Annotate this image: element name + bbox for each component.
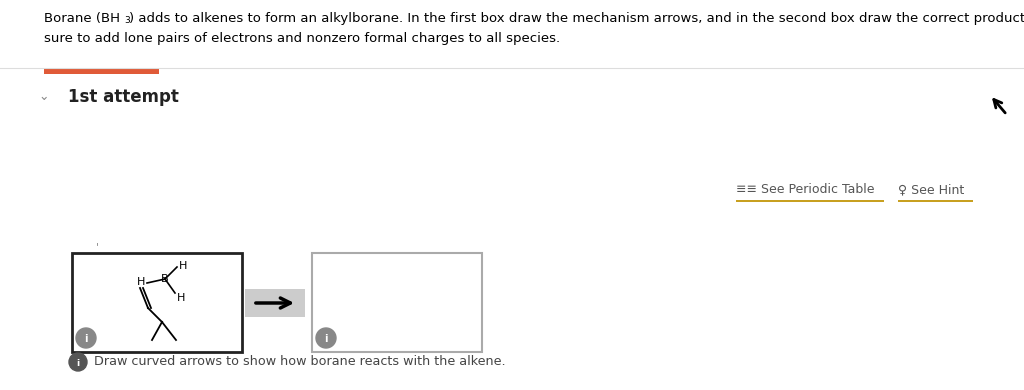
Bar	[898, 200, 973, 202]
Text: H: H	[137, 277, 145, 287]
Text: i: i	[77, 358, 80, 367]
Bar	[312, 253, 482, 352]
Text: ⌄: ⌄	[38, 90, 48, 103]
Bar	[72, 253, 242, 352]
Text: i: i	[325, 334, 328, 344]
Bar	[44, 69, 159, 74]
Text: ': '	[96, 242, 99, 252]
Text: ♀ See Hint: ♀ See Hint	[898, 183, 965, 196]
Text: Borane (BH: Borane (BH	[44, 12, 120, 25]
Text: H: H	[177, 293, 185, 303]
Text: ≡≡ See Periodic Table: ≡≡ See Periodic Table	[736, 183, 874, 196]
Circle shape	[316, 328, 336, 348]
Bar	[736, 200, 884, 202]
Circle shape	[76, 328, 96, 348]
Text: 3: 3	[124, 16, 130, 25]
Bar	[245, 289, 305, 317]
Text: sure to add lone pairs of electrons and nonzero formal charges to all species.: sure to add lone pairs of electrons and …	[44, 32, 560, 45]
Text: Draw curved arrows to show how borane reacts with the alkene.: Draw curved arrows to show how borane re…	[94, 355, 506, 368]
Text: i: i	[84, 334, 88, 344]
Text: B: B	[161, 274, 169, 284]
Text: H: H	[179, 261, 187, 271]
Text: ) adds to alkenes to form an alkylborane. In the first box draw the mechanism ar: ) adds to alkenes to form an alkylborane…	[129, 12, 1024, 25]
Text: 1st attempt: 1st attempt	[68, 88, 179, 106]
Circle shape	[69, 353, 87, 371]
